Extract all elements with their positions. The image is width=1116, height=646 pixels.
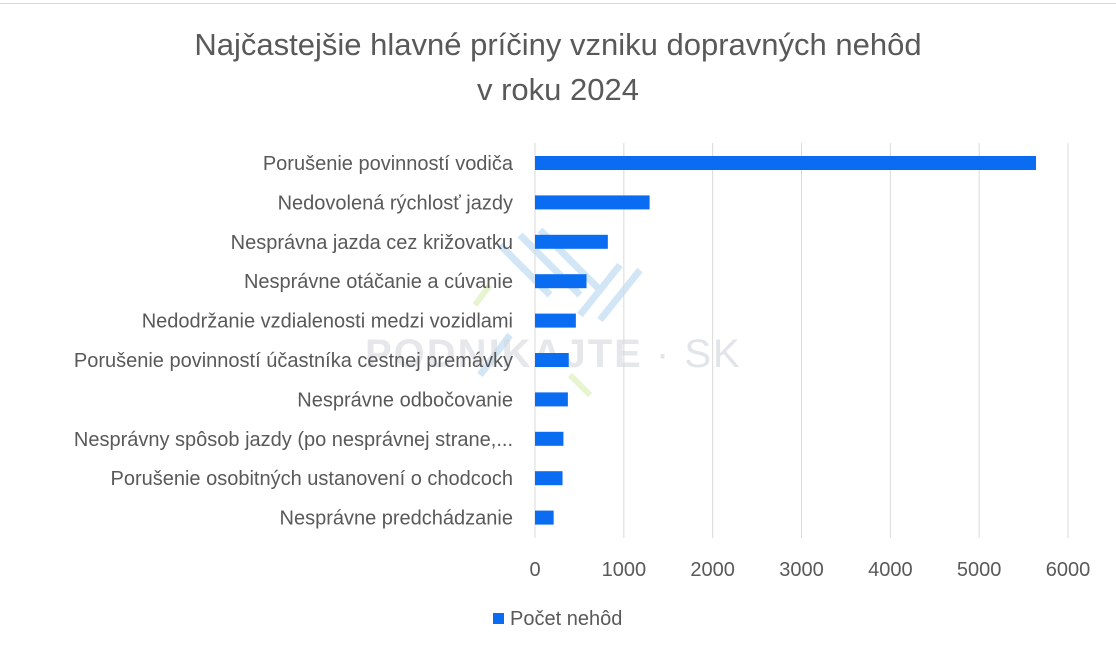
bar (535, 431, 564, 446)
bar (535, 510, 554, 525)
category-label: Nesprávna jazda cez križovatku (231, 232, 513, 254)
category-label: Nedodržanie vzdialenosti medzi vozidlami (142, 311, 513, 333)
watermark-brand: PODNIKAJTE (365, 332, 643, 376)
bar (535, 353, 569, 367)
chart-title-line-1: Najčastejšie hlavné príčiny vzniku dopra… (194, 27, 922, 62)
x-tick-labels: 0 1000 2000 3000 4000 5000 6000 (529, 559, 1090, 581)
watermark-dot-icon: · (642, 332, 685, 376)
category-label: Nesprávne predchádzanie (280, 508, 514, 530)
bar (535, 471, 563, 486)
category-labels: Porušenie povinností vodiča Nedovolená rý… (74, 153, 514, 530)
x-tick-label: 3000 (779, 559, 824, 581)
watermark-suffix: SK (684, 332, 742, 376)
x-tick-label: 2000 (690, 559, 735, 581)
category-label: Nesprávne odbočovanie (297, 389, 513, 411)
x-tick-label: 4000 (868, 559, 913, 581)
chart-title: Najčastejšie hlavné príčiny vzniku dopra… (0, 22, 1116, 112)
x-tick-label: 6000 (1046, 559, 1091, 581)
category-label: Nesprávne otáčanie a cúvanie (244, 271, 513, 293)
legend: Počet nehôd (493, 608, 622, 630)
bar (535, 392, 568, 407)
bar (535, 274, 587, 289)
bars (535, 156, 1037, 525)
bar (535, 156, 1037, 170)
top-divider (0, 3, 1116, 4)
x-tick-label: 5000 (957, 559, 1002, 581)
bar (535, 313, 576, 328)
category-label: Porušenie povinností účastníka cestnej p… (74, 350, 513, 372)
watermark: PODNIKAJTE · SK (365, 332, 742, 377)
bar (535, 234, 608, 249)
category-label: Nesprávny spôsob jazdy (po nesprávnej st… (74, 429, 513, 451)
legend-label: Počet nehôd (510, 608, 622, 630)
category-label: Porušenie osobitných ustanovení o chodco… (111, 468, 514, 490)
legend-swatch (493, 613, 504, 624)
bar (535, 195, 650, 210)
category-label: Nedovolená rýchlosť jazdy (278, 192, 513, 214)
x-tick-label: 1000 (602, 559, 647, 581)
chart-title-line-2: v roku 2024 (477, 72, 639, 107)
x-tick-label: 0 (529, 559, 540, 581)
category-label: Porušenie povinností vodiča (263, 153, 514, 175)
